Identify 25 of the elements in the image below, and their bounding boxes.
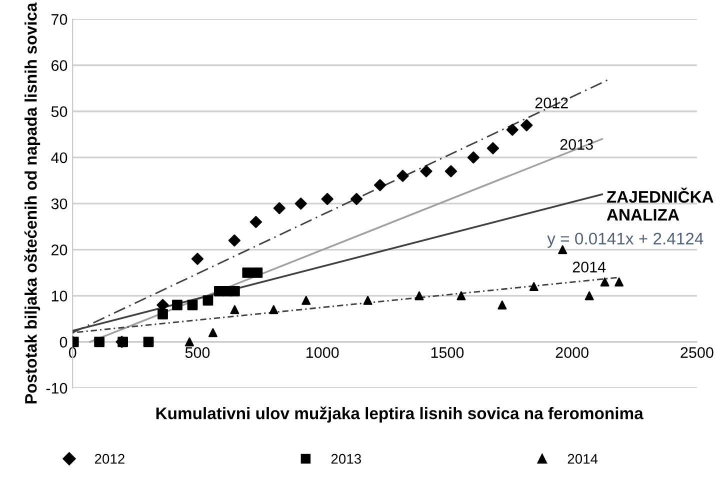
x-tick-label: 0	[68, 347, 76, 358]
annotation: 2012	[535, 98, 568, 108]
y-tick-label: 60	[52, 60, 68, 71]
x-tick-label: 1500	[431, 347, 464, 358]
y-tick-label: 50	[51, 106, 68, 118]
annotation: ZAJEDNIČKA ANALIZA	[606, 188, 714, 221]
legend-label: 2013	[331, 454, 361, 464]
x-tick-label: 2000	[556, 347, 588, 358]
annotation: 2014	[572, 262, 606, 272]
y-tick-label: -10	[46, 382, 68, 394]
x-tick-label: 500	[185, 347, 210, 358]
y-tick-label: 0	[60, 336, 68, 348]
annotation: 2013	[560, 139, 593, 150]
y-tick-label: 70	[52, 14, 68, 25]
y-axis-title: Postotak biljaka oštećenih od napada lisnih sovica	[24, 2, 40, 404]
y-tick-label: 40	[51, 152, 68, 164]
legend-label: 2014	[568, 454, 598, 464]
annotation: y = 0.0141x + 2.4124	[547, 232, 704, 248]
y-tick-label: 30	[51, 198, 68, 210]
x-axis-title: Kumulativni ulov mužjaka leptira lisnih sovica na feromonima	[156, 406, 644, 423]
x-tick-label: 2500	[680, 347, 714, 358]
y-tick-label: 10	[52, 290, 68, 302]
y-tick-label: 20	[52, 244, 68, 256]
legend-label: 2012	[94, 454, 124, 464]
x-tick-label: 1000	[306, 347, 339, 358]
